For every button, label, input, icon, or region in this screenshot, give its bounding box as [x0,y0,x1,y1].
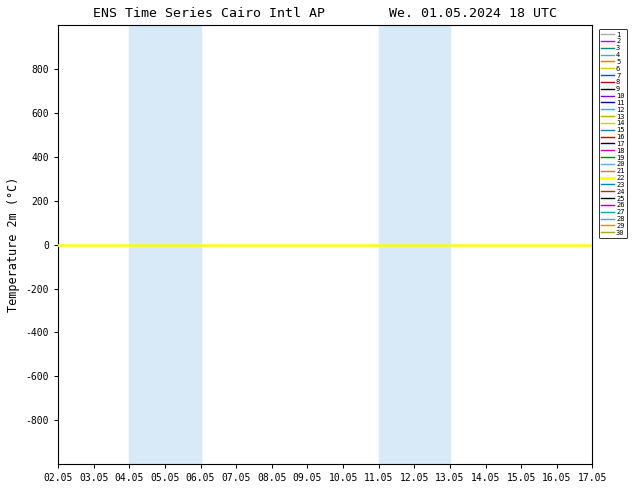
Title: ENS Time Series Cairo Intl AP        We. 01.05.2024 18 UTC: ENS Time Series Cairo Intl AP We. 01.05.… [93,7,557,20]
Bar [378,25,450,464]
Legend: 1, 2, 3, 4, 5, 6, 7, 8, 9, 10, 11, 12, 13, 14, 15, 16, 17, 18, 19, 20, 21, 22, 2: 1, 2, 3, 4, 5, 6, 7, 8, 9, 10, 11, 12, 1… [598,29,627,239]
Y-axis label: Temperature 2m (°C): Temperature 2m (°C) [7,177,20,312]
Bar [129,25,200,464]
